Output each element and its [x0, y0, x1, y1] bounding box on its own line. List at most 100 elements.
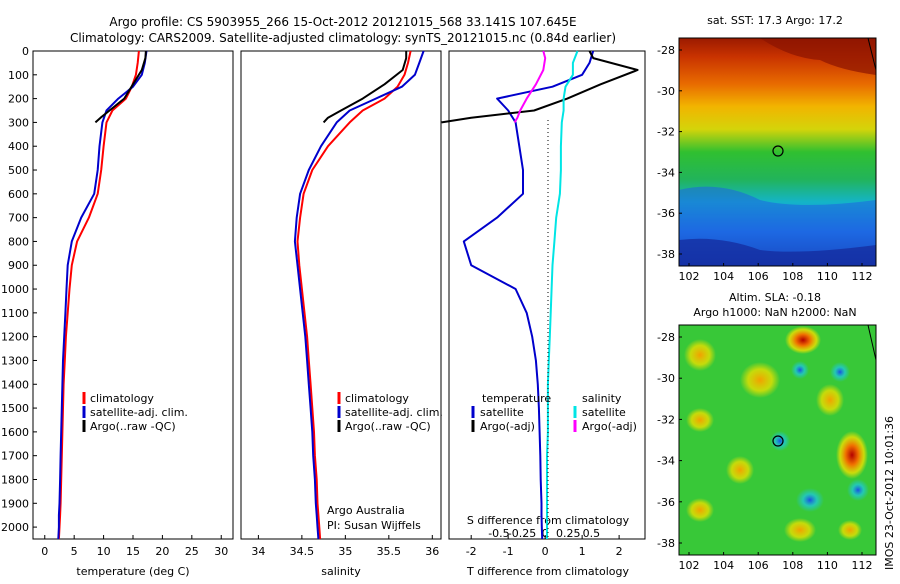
- sla-map: [679, 325, 876, 555]
- legend-label-satellite: satellite-adj. clim.: [345, 406, 443, 419]
- s-tick-label: -0.5: [488, 527, 509, 540]
- difference-legend: temperature satellite Argo(-adj) salinit…: [471, 392, 637, 433]
- depth-tick-label: 900: [8, 259, 29, 272]
- salinity-x-axis: 34 34.5 35 35.5 36: [251, 535, 439, 558]
- legend-label-argo: Argo(..raw -QC): [345, 420, 431, 433]
- series-line: [546, 50, 579, 539]
- sst-deep-cold-patch: [679, 238, 876, 266]
- salinity-x-label: salinity: [321, 565, 361, 578]
- depth-tick-label: 700: [8, 212, 29, 225]
- map-y-tick-label: -34: [657, 455, 675, 468]
- x-tick-label: 15: [126, 545, 140, 558]
- legend-label-satellite: satellite-adj. clim.: [90, 406, 188, 419]
- x-tick-label: 1: [579, 545, 586, 558]
- footer-timestamp: IMOS 23-Oct-2012 10:01:36: [883, 416, 896, 570]
- x-tick-label: 10: [97, 545, 111, 558]
- s-tick-label: 0.5: [583, 527, 601, 540]
- sla-blob: [784, 518, 816, 542]
- x-tick-label: 20: [155, 545, 169, 558]
- x-tick-label: 5: [71, 545, 78, 558]
- sst-coastline: [867, 38, 876, 71]
- sla-blob: [686, 408, 714, 432]
- map-x-tick-label: 112: [852, 559, 873, 572]
- depth-tick-label: 1100: [1, 307, 29, 320]
- depth-tick-label: 1500: [1, 402, 29, 415]
- series-line: [441, 50, 639, 124]
- sst-map-title: sat. SST: 17.3 Argo: 17.2: [707, 14, 843, 27]
- map-y-tick-label: -28: [657, 331, 675, 344]
- sla-map-title-2: Argo h1000: NaN h2000: NaN: [693, 306, 856, 319]
- depth-tick-label: 1400: [1, 378, 29, 391]
- series-line: [296, 50, 412, 540]
- x-tick-label: 34.5: [290, 545, 315, 558]
- x-tick-label: 2: [616, 545, 623, 558]
- sla-blob: [726, 456, 754, 484]
- depth-tick-label: 1600: [1, 426, 29, 439]
- map-y-tick-label: -32: [657, 413, 675, 426]
- map-y-tick-label: -38: [657, 248, 675, 261]
- x-tick-label: 35.5: [377, 545, 402, 558]
- x-tick-label: -2: [466, 545, 477, 558]
- map-y-tick-label: -36: [657, 496, 675, 509]
- legend-title-salinity: salinity: [582, 392, 622, 405]
- depth-tick-label: 100: [8, 69, 29, 82]
- legend-label-argo: Argo(..raw -QC): [90, 420, 176, 433]
- legend-label-s-argo: Argo(-adj): [582, 420, 637, 433]
- map-x-tick-label: 108: [782, 270, 803, 283]
- sla-map-frame: [678, 324, 877, 556]
- difference-x-axis: -2 -1 0 1 2 -0.5-0.25 0 0.25 0.5: [466, 527, 623, 558]
- sla-blob: [816, 384, 844, 416]
- depth-tick-label: 1900: [1, 497, 29, 510]
- x-tick-label: 34: [251, 545, 265, 558]
- legend-label-t-satellite: satellite: [480, 406, 524, 419]
- depth-tick-label: 800: [8, 235, 29, 248]
- temperature-panel-frame: [32, 50, 234, 540]
- map-y-tick-label: -34: [657, 166, 675, 179]
- map-x-tick-label: 108: [782, 559, 803, 572]
- salinity-panel-frame: [240, 50, 442, 540]
- map-x-tick-label: 104: [713, 270, 734, 283]
- map-y-tick-label: -32: [657, 126, 675, 139]
- salinity-legend: climatology satellite-adj. clim. Argo(..…: [327, 392, 443, 532]
- legend-label-climatology: climatology: [90, 392, 154, 405]
- temperature-x-axis: 0 5 10 15 20 25 30: [41, 535, 228, 558]
- legend-title-temperature: temperature: [482, 392, 551, 405]
- map-x-tick-label: 110: [817, 270, 838, 283]
- legend-label-climatology: climatology: [345, 392, 409, 405]
- sst-argo-marker: [772, 145, 784, 157]
- argo-australia-note: Argo Australia: [327, 504, 405, 517]
- map-x-tick-label: 110: [817, 559, 838, 572]
- sla-argo-marker: [772, 435, 784, 447]
- map-x-tick-label: 112: [852, 270, 873, 283]
- x-tick-label: 25: [185, 545, 199, 558]
- depth-tick-label: 1000: [1, 283, 29, 296]
- difference-x-label: T difference from climatology: [466, 565, 629, 578]
- sla-blob: [847, 479, 869, 501]
- x-tick-label: 35: [338, 545, 352, 558]
- series-line: [513, 50, 547, 123]
- series-line: [322, 51, 408, 124]
- depth-tick-label: 1800: [1, 473, 29, 486]
- depth-tick-label: 1700: [1, 450, 29, 463]
- sla-blob: [838, 520, 862, 540]
- profile-curves: [57, 50, 639, 540]
- depth-axis: 0 100 200 300 400 500 600 700 800 900 1000 1100 1200…: [1, 45, 37, 534]
- temperature-x-label: temperature (deg C): [76, 565, 189, 578]
- series-line: [293, 50, 425, 540]
- sst-map-axes: -28 -30 -32 -34 -36 -38 102 104 106 108 110 112: [657, 44, 872, 283]
- depth-tick-label: 500: [8, 164, 29, 177]
- sla-map-title-1: Altim. SLA: -0.18: [729, 291, 821, 304]
- map-x-tick-label: 104: [713, 559, 734, 572]
- map-x-tick-label: 102: [679, 270, 700, 283]
- x-tick-label: 0: [542, 545, 549, 558]
- sla-blob: [686, 498, 714, 522]
- map-y-tick-label: -30: [657, 372, 675, 385]
- title-line-2: Climatology: CARS2009. Satellite-adjuste…: [70, 31, 616, 45]
- map-x-tick-label: 106: [748, 559, 769, 572]
- x-tick-label: 0: [41, 545, 48, 558]
- s-tick-label: 0.25: [556, 527, 581, 540]
- depth-tick-label: 0: [22, 45, 29, 58]
- sst-map: [679, 38, 876, 266]
- map-x-tick-label: 102: [679, 559, 700, 572]
